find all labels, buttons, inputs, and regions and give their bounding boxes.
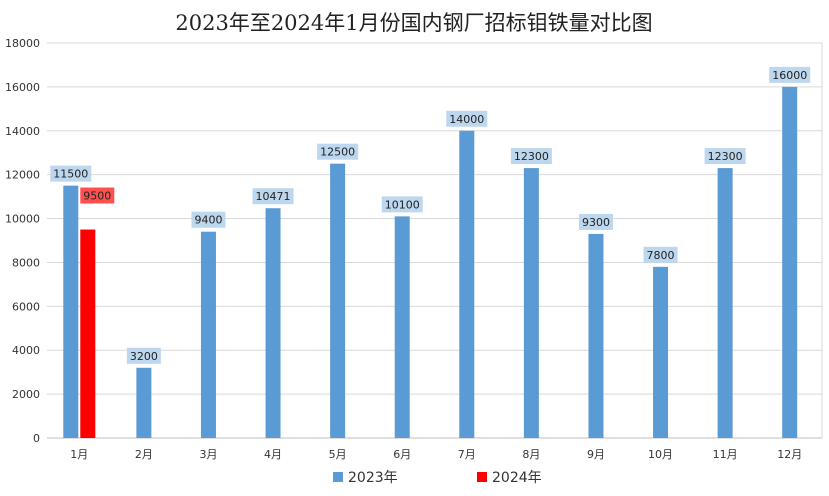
y-tick-label: 14000 xyxy=(5,125,40,138)
chart-title: 2023年至2024年1月份国内钢厂招标钼铁量对比图 xyxy=(175,11,652,35)
data-label-bg xyxy=(317,143,359,160)
data-label: 3200 xyxy=(130,350,158,363)
x-tick-label: 7月 xyxy=(458,448,476,461)
bar-series1 xyxy=(588,233,604,438)
data-label: 12300 xyxy=(514,150,549,163)
x-tick-label: 2月 xyxy=(135,448,153,461)
x-tick-label: 10月 xyxy=(648,448,673,461)
x-tick-label: 4月 xyxy=(264,448,282,461)
x-tick-label: 12月 xyxy=(777,448,802,461)
x-tick-label: 8月 xyxy=(522,448,540,461)
data-label-bg xyxy=(80,187,115,204)
bar-series1 xyxy=(523,168,539,439)
data-label-bg xyxy=(446,110,488,127)
y-tick-label: 0 xyxy=(33,432,40,445)
gridlines xyxy=(47,42,823,439)
bar-series1 xyxy=(394,216,410,438)
data-label-bg xyxy=(704,148,746,165)
data-labels: 11500 9500 3200 9400 10471 12500 10100 14000 123… xyxy=(50,66,811,364)
data-label: 12500 xyxy=(320,146,355,159)
bar-series1 xyxy=(63,185,79,438)
legend: 2023年 2024年 xyxy=(333,470,542,486)
legend-swatch xyxy=(333,472,343,482)
x-tick-label: 3月 xyxy=(199,448,217,461)
x-tick-label: 9月 xyxy=(587,448,605,461)
data-label: 10100 xyxy=(385,198,420,211)
y-tick-label: 12000 xyxy=(5,169,40,182)
data-label-bg xyxy=(50,165,92,182)
x-tick-label: 5月 xyxy=(329,448,347,461)
legend-label: 2023年 xyxy=(348,470,398,486)
data-label: 11500 xyxy=(53,168,88,181)
data-label-bg xyxy=(769,66,811,83)
data-label: 9400 xyxy=(194,214,222,227)
data-label: 12300 xyxy=(708,150,743,163)
x-tick-label: 11月 xyxy=(713,448,738,461)
bar-series1 xyxy=(136,367,152,438)
bars xyxy=(63,86,798,439)
legend-swatch xyxy=(477,472,487,482)
bar-series2 xyxy=(80,229,96,438)
data-label-bg xyxy=(578,213,613,230)
data-label: 14000 xyxy=(449,113,484,126)
data-label: 10471 xyxy=(256,190,291,203)
data-label-bg xyxy=(191,211,226,228)
bar-series1 xyxy=(782,86,798,438)
data-label-bg xyxy=(510,148,552,165)
y-tick-label: 2000 xyxy=(12,388,40,401)
bar-series1 xyxy=(265,208,281,438)
data-label-bg xyxy=(381,196,423,213)
bar-series1 xyxy=(330,163,346,438)
data-label: 9300 xyxy=(582,216,610,229)
bar-series1 xyxy=(653,266,669,438)
data-label-bg xyxy=(252,188,294,205)
x-tick-label: 6月 xyxy=(393,448,411,461)
bar-series1 xyxy=(459,130,475,438)
y-tick-label: 16000 xyxy=(5,81,40,94)
y-tick-label: 8000 xyxy=(12,256,40,269)
data-label-bg xyxy=(126,347,161,364)
y-tick-label: 10000 xyxy=(5,213,40,226)
bar-series1 xyxy=(717,168,733,439)
y-tick-label: 6000 xyxy=(12,300,40,313)
bar-series1 xyxy=(200,231,216,438)
axes: 0 2000 4000 6000 8000 10000 12000 14000 16000 180… xyxy=(5,37,802,461)
y-tick-label: 18000 xyxy=(5,37,40,50)
y-tick-label: 4000 xyxy=(12,344,40,357)
data-label: 9500 xyxy=(83,190,111,203)
data-label-bg xyxy=(643,246,678,263)
x-tick-label: 1月 xyxy=(70,448,88,461)
data-label: 16000 xyxy=(772,69,807,82)
data-label: 7800 xyxy=(647,249,675,262)
legend-label: 2024年 xyxy=(492,470,542,486)
